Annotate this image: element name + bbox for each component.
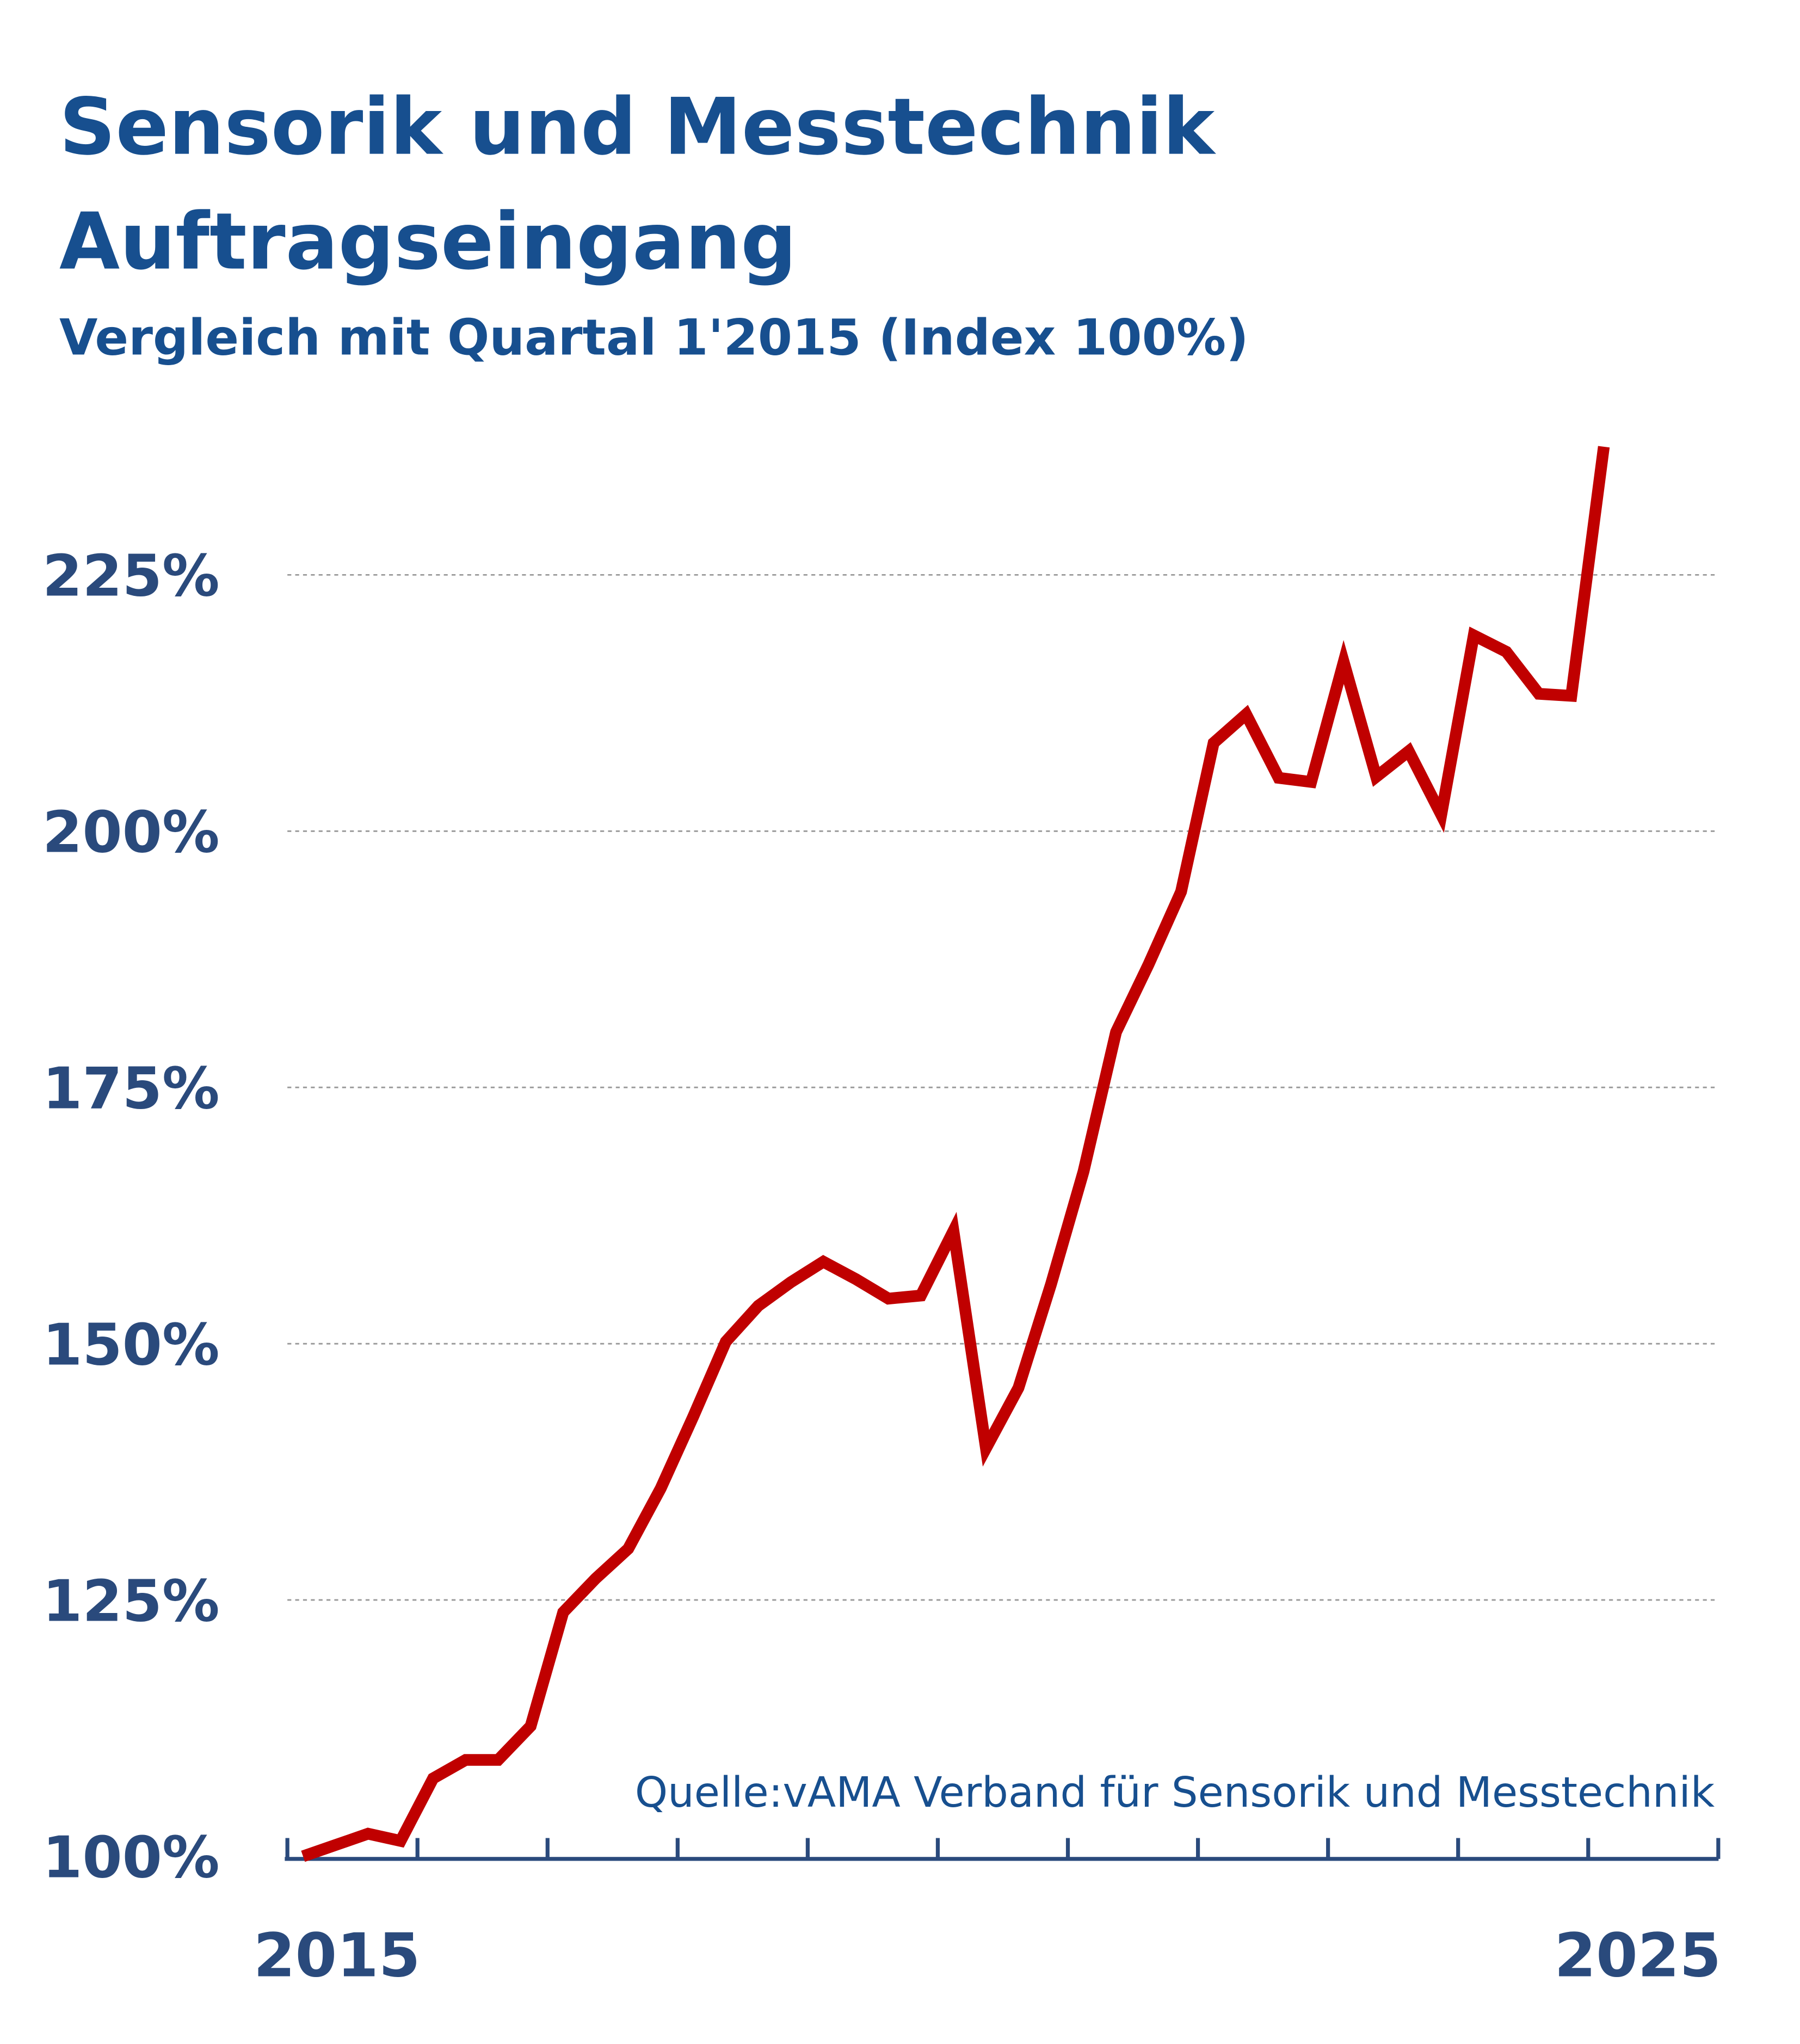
series-line [301,446,1610,1862]
y-tick-label: 100% [42,1824,220,1891]
y-tick-label: 200% [42,799,220,866]
chart-title-line2: Auftragseingang [59,196,797,287]
y-tick-label: 125% [42,1567,220,1634]
y-tick-label: 225% [42,543,220,609]
gridlines [287,574,1716,1601]
chart-subtitle: Vergleich mit Quartal 1'2015 (Index 100%… [59,310,1249,367]
chart-title: Sensorik und Messtechnik [59,82,1217,173]
y-tick-label: 175% [42,1055,220,1122]
source-note: Quelle:vAMA Verband für Sensorik und Mes… [635,1769,1715,1817]
y-tick-label: 150% [42,1312,220,1378]
x-tick-label: 2015 [254,1920,421,1990]
x-tick-label: 2025 [1554,1920,1721,1990]
y-axis: 100% 125% 150% 175% 200% 225% [42,543,220,1891]
x-axis: 2015 2025 [254,1838,1721,1990]
